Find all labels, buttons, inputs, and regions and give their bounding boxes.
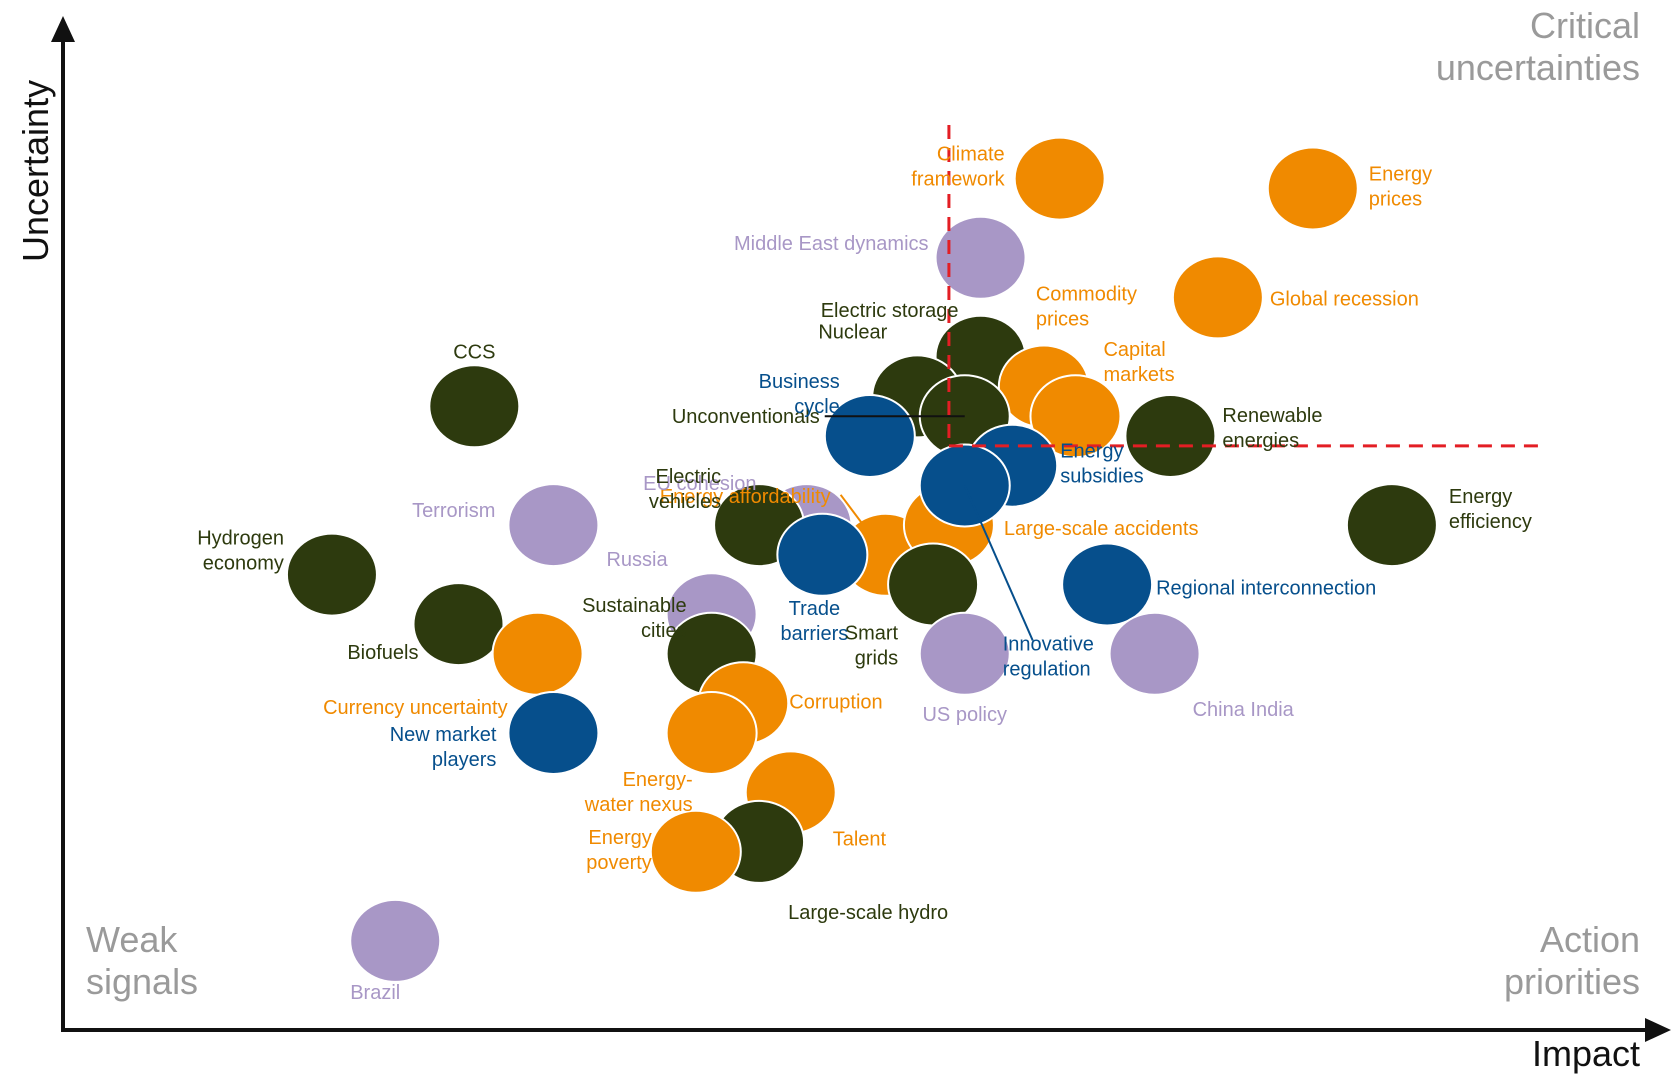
bubble-energy-prices bbox=[1266, 146, 1359, 231]
bubble-energy-water-nexus bbox=[665, 691, 758, 775]
y-axis-title: Uncertainty bbox=[15, 80, 56, 262]
bubble-china-india bbox=[1108, 611, 1201, 696]
bubble-terrorism bbox=[507, 483, 600, 568]
point-label-large-scale-accidents: Large-scale accidents bbox=[1004, 518, 1199, 540]
point-label-hydrogen-economy: Hydrogen economy bbox=[197, 528, 284, 575]
bubble-energy-efficiency bbox=[1345, 483, 1438, 568]
quadrant-critical-line1: Critical bbox=[1530, 5, 1640, 46]
point-label-nuclear: Nuclear bbox=[818, 321, 887, 343]
point-label-renewable-energies: Renewable energies bbox=[1222, 405, 1322, 452]
point-label-ccs: CCS bbox=[453, 341, 495, 363]
point-label-middle-east-dynamics: Middle East dynamics bbox=[734, 233, 929, 255]
bubble-global-recession bbox=[1171, 255, 1264, 340]
leader-energy-affordability bbox=[839, 494, 887, 556]
point-label-electric-vehicles: Electric vehicles bbox=[649, 466, 721, 513]
point-label-us-policy: US policy bbox=[922, 704, 1006, 726]
bubble-brazil bbox=[349, 898, 442, 983]
bubble-middle-east-dynamics bbox=[934, 215, 1027, 300]
point-label-energy-prices: Energy prices bbox=[1369, 164, 1432, 211]
point-label-climate-framework: Climate framework bbox=[911, 144, 1005, 191]
bubble-hydrogen-economy bbox=[285, 532, 378, 617]
point-label-large-scale-hydro: Large-scale hydro bbox=[788, 902, 948, 924]
bubble-layer bbox=[285, 136, 1438, 983]
x-axis-arrow bbox=[1645, 1018, 1671, 1042]
bubble-energy-poverty bbox=[649, 809, 742, 894]
bubble-us-policy bbox=[918, 611, 1011, 696]
point-label-energy-efficiency: Energy efficiency bbox=[1449, 486, 1532, 533]
x-axis-title: Impact bbox=[1532, 1033, 1640, 1074]
point-label-energy-affordability: Energy affordability bbox=[660, 486, 831, 508]
point-label-unconventionals: Unconventionals bbox=[672, 406, 820, 428]
quadrant-action-line2: priorities bbox=[1504, 961, 1640, 1002]
point-label-regional-interconnection: Regional interconnection bbox=[1156, 578, 1376, 600]
point-label-electric-storage: Electric storage bbox=[821, 300, 959, 322]
bubble-capital-markets bbox=[1029, 374, 1122, 459]
point-label-trade-barriers: Trade barriers bbox=[780, 598, 848, 645]
quadrant-action-line1: Action bbox=[1540, 919, 1640, 960]
point-label-brazil: Brazil bbox=[350, 982, 400, 1004]
point-label-russia: Russia bbox=[606, 549, 668, 571]
bubble-new-market-players bbox=[507, 691, 600, 775]
point-label-terrorism: Terrorism bbox=[412, 500, 495, 522]
bubble-renewable-energies bbox=[1124, 394, 1217, 478]
point-label-china-india: China India bbox=[1193, 699, 1295, 721]
label-layer: Climate framework Energy prices Middle East … bbox=[197, 144, 1532, 1004]
point-label-global-recession: Global recession bbox=[1270, 288, 1419, 310]
point-label-energy-water-nexus: Energy-water nexus bbox=[584, 769, 693, 816]
point-label-business-cycle: Business cycle bbox=[759, 371, 840, 418]
connector-layer bbox=[824, 415, 1034, 641]
point-label-corruption: Corruption bbox=[789, 691, 882, 713]
bubble-climate-framework bbox=[1013, 136, 1106, 221]
leader-innovative-regulation bbox=[963, 485, 1034, 641]
point-label-smart-grids: Smart grids bbox=[845, 623, 899, 670]
point-label-eu-cohesion: EU cohesion bbox=[643, 473, 756, 495]
point-label-currency-uncertainty: Currency uncertainty bbox=[323, 697, 508, 719]
bubble-regional-interconnection bbox=[1061, 542, 1154, 627]
point-label-energy-poverty: Energy poverty bbox=[586, 827, 652, 874]
bubble-trade-barriers bbox=[776, 512, 869, 597]
threshold-layer bbox=[947, 125, 1540, 448]
point-label-commodity-prices: Commodity prices bbox=[1036, 284, 1137, 331]
bubble-biofuels bbox=[412, 582, 505, 667]
quadrant-critical-line2: uncertainties bbox=[1436, 47, 1640, 88]
quadrant-weak-line1: Weak bbox=[86, 919, 178, 960]
quadrant-weak-line2: signals bbox=[86, 961, 198, 1002]
bubble-ccs bbox=[428, 364, 521, 449]
point-label-capital-markets: Capital markets bbox=[1103, 339, 1174, 386]
point-label-new-market-players: New market players bbox=[390, 724, 497, 771]
y-axis-arrow bbox=[51, 16, 75, 42]
point-label-biofuels: Biofuels bbox=[347, 642, 418, 664]
point-label-energy-subsidies: Energy subsidies bbox=[1060, 441, 1143, 488]
point-label-sustainable-cities: Sustainable cities bbox=[582, 595, 687, 642]
point-label-innovative-regulation: Innovative regulation bbox=[1003, 634, 1094, 681]
point-label-talent: Talent bbox=[833, 828, 887, 850]
bubble-currency-uncertainty bbox=[491, 611, 584, 696]
